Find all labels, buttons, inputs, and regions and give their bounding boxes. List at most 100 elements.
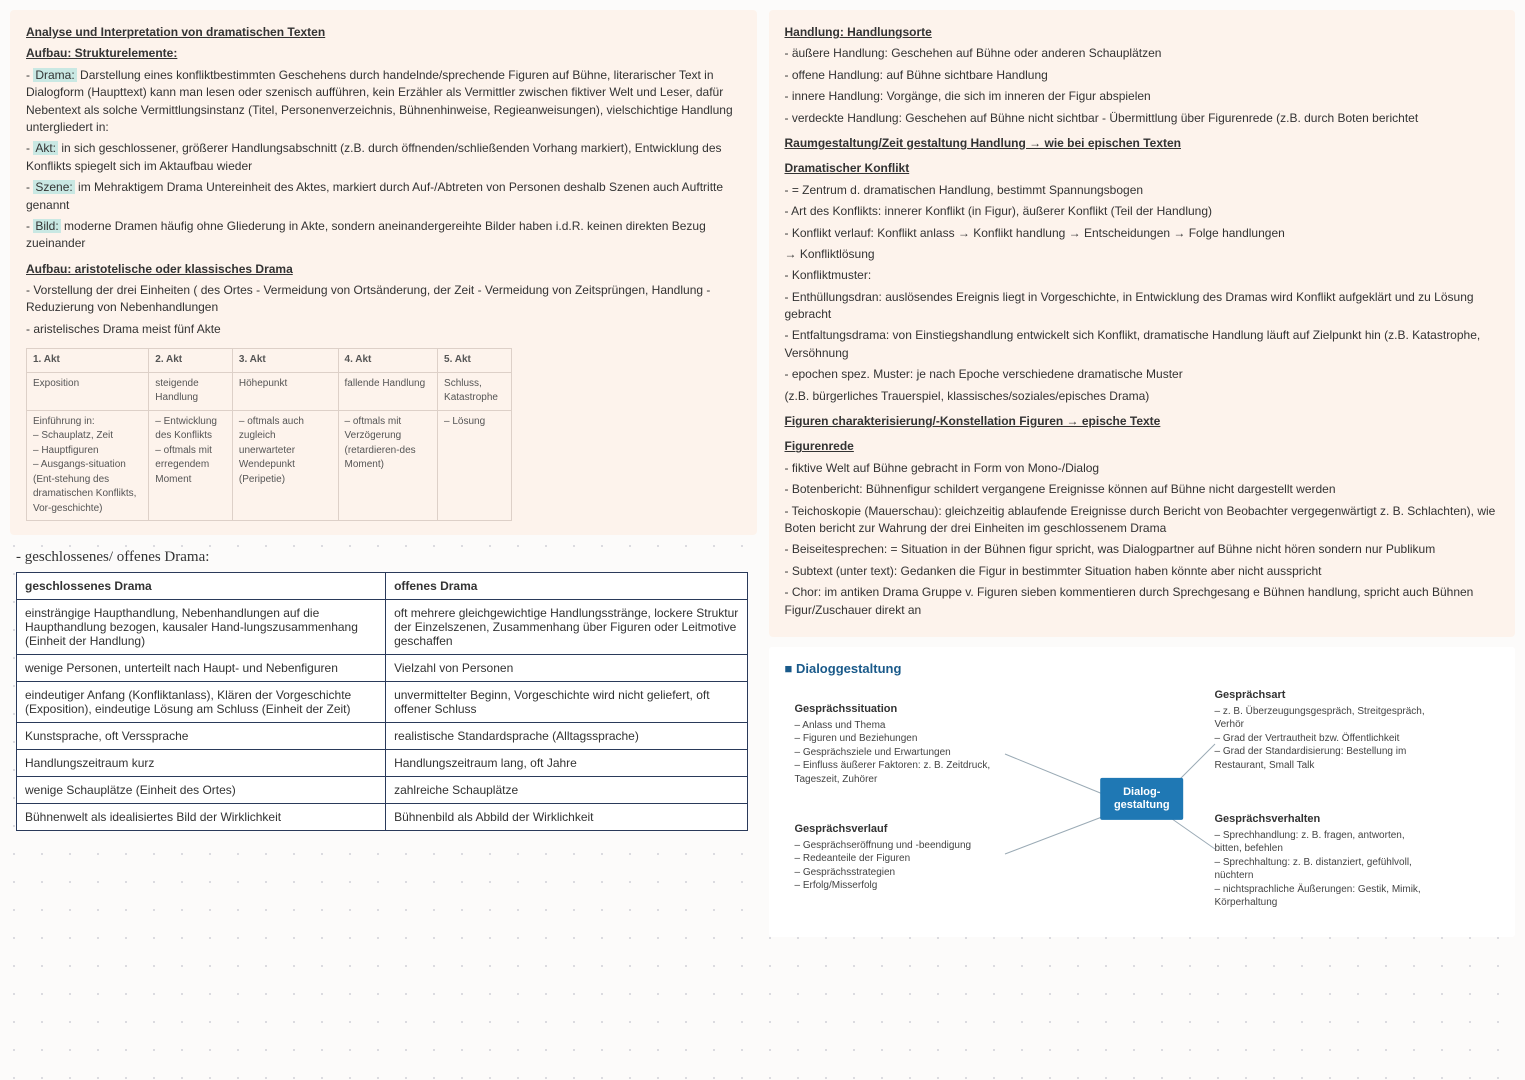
dk-4: → Konfliktlösung — [785, 246, 1500, 263]
box-br-title: Gesprächsverhalten — [1215, 812, 1435, 827]
dk-5: - Konfliktmuster: — [785, 267, 1500, 284]
dk-7: - Entfaltungsdrama: von Einstiegshandlun… — [785, 327, 1500, 362]
center-node: Dialog- gestaltung — [1100, 778, 1184, 820]
text-szene: im Mehraktigem Drama Untereinheit des Ak… — [26, 180, 723, 211]
akt-r3c5: – Lösung — [438, 410, 512, 521]
box-gespraechsverlauf: Gesprächsverlauf Gesprächseröffnung und … — [795, 822, 1015, 893]
title-figuren: Figuren charakterisierung/-Konstellation… — [785, 413, 1500, 430]
dk-3: - Konflikt verlauf: Konflikt anlass → Ko… — [785, 225, 1500, 242]
akt-h3: 3. Akt — [232, 349, 338, 373]
box-gespraechsverhalten: Gesprächsverhalten Sprechhandlung: z. B.… — [1215, 812, 1435, 910]
go-r2c1: unvermittelter Beginn, Vorgeschichte wir… — [386, 682, 748, 723]
box-br-list: Sprechhandlung: z. B. fragen, antworten,… — [1215, 829, 1435, 910]
go-r0c0: einsträngige Haupthandlung, Nebenhandlun… — [17, 600, 386, 655]
br-0: Sprechhandlung: z. B. fragen, antworten,… — [1215, 829, 1435, 856]
title-raum: Raumgestaltung/Zeit gestaltung Handlung … — [785, 135, 1500, 152]
go-r1c1: Vielzahl von Personen — [386, 655, 748, 682]
card-handlung: Handlung: Handlungsorte - äußere Handlun… — [769, 10, 1516, 637]
para-bild: - Bild: moderne Dramen häufig ohne Glied… — [26, 218, 741, 253]
diagram-grid: Gesprächssituation Anlass und Thema Figu… — [785, 684, 1500, 914]
go-r4c1: Handlungszeitraum lang, oft Jahre — [386, 750, 748, 777]
text-bild: moderne Dramen häufig ohne Gliederung in… — [26, 219, 706, 250]
akt-r3c3: – oftmals auch zugleich unerwarteter Wen… — [232, 410, 338, 521]
go-r3c1: realistische Standardsprache (Alltagsspr… — [386, 723, 748, 750]
bl-2: Gesprächsstrategien — [795, 866, 1015, 880]
tr-2: Grad der Standardisierung: Bestellung im… — [1215, 745, 1435, 772]
fr-3: - Teichoskopie (Mauerschau): gleichzeiti… — [785, 503, 1500, 538]
akt-h1: 1. Akt — [27, 349, 149, 373]
tl-1: Figuren und Beziehungen — [795, 732, 1015, 746]
h-line3: - innere Handlung: Vorgänge, die sich im… — [785, 88, 1500, 105]
diagram-title: Dialoggestaltung — [785, 661, 1500, 676]
dialoggestaltung-diagram: Dialoggestaltung Gesprächssituation Anla… — [769, 647, 1516, 937]
go-r5c1: zahlreiche Schauplätze — [386, 777, 748, 804]
right-column: Handlung: Handlungsorte - äußere Handlun… — [769, 10, 1516, 1070]
br-1: Sprechhaltung: z. B. distanziert, gefühl… — [1215, 856, 1435, 883]
go-r1c0: wenige Personen, unterteilt nach Haupt- … — [17, 655, 386, 682]
box-tr-title: Gesprächsart — [1215, 688, 1435, 703]
dk-6: - Enthüllungsdran: auslösendes Ereignis … — [785, 289, 1500, 324]
akt-r2c3: Höhepunkt — [232, 372, 338, 410]
tl-0: Anlass und Thema — [795, 719, 1015, 733]
title-aristo: Aufbau: aristotelische oder klassisches … — [26, 261, 741, 278]
go-r6c0: Bühnenwelt als idealisiertes Bild der Wi… — [17, 804, 386, 831]
box-gespraechsart: Gesprächsart z. B. Überzeugungsgespräch,… — [1215, 688, 1435, 772]
go-section: - geschlossenes/ offenes Drama: geschlos… — [10, 545, 757, 831]
go-r4c0: Handlungszeitraum kurz — [17, 750, 386, 777]
bl-1: Redeanteile der Figuren — [795, 852, 1015, 866]
box-gespraechssituation: Gesprächssituation Anlass und Thema Figu… — [795, 702, 1015, 786]
akt-r2c1: Exposition — [27, 372, 149, 410]
go-r2c0: eindeutiger Anfang (Konfliktanlass), Klä… — [17, 682, 386, 723]
h-line1: - äußere Handlung: Geschehen auf Bühne o… — [785, 45, 1500, 62]
fr-2: - Botenbericht: Bühnenfigur schildert ve… — [785, 481, 1500, 498]
tl-2: Gesprächsziele und Erwartungen — [795, 746, 1015, 760]
tr-1: Grad der Vertrautheit bzw. Öffentlichkei… — [1215, 732, 1435, 746]
hl-akt: Akt: — [33, 141, 58, 155]
go-col2: offenes Drama — [386, 573, 748, 600]
box-bl-title: Gesprächsverlauf — [795, 822, 1015, 837]
fr-5: - Subtext (unter text): Gedanken die Fig… — [785, 563, 1500, 580]
left-column: Analyse und Interpretation von dramatisc… — [10, 10, 757, 1070]
title-figurenrede: Figurenrede — [785, 438, 1500, 455]
akt-r2c4: fallende Handlung — [338, 372, 438, 410]
text-akt: in sich geschlossener, größerer Handlung… — [26, 141, 722, 172]
title-dk: Dramatischer Konflikt — [785, 160, 1500, 177]
box-tr-list: z. B. Überzeugungsgespräch, Streitgesprä… — [1215, 705, 1435, 773]
para-aristo-2: - aristelisches Drama meist fünf Akte — [26, 321, 741, 338]
title-handlung: Handlung: Handlungsorte — [785, 24, 1500, 41]
h-line4: - verdeckte Handlung: Geschehen auf Bühn… — [785, 110, 1500, 127]
dk-9: (z.B. bürgerliches Trauerspiel, klassisc… — [785, 388, 1500, 405]
subtitle-aufbau: Aufbau: Strukturelemente: — [26, 45, 741, 62]
hl-szene: Szene: — [33, 180, 74, 194]
akt-h4: 4. Akt — [338, 349, 438, 373]
go-col1: geschlossenes Drama — [17, 573, 386, 600]
box-tl-list: Anlass und Thema Figuren und Beziehungen… — [795, 719, 1015, 787]
akt-r2c2: steigende Handlung — [149, 372, 233, 410]
akt-r2c5: Schluss, Katastrophe — [438, 372, 512, 410]
dk-1: - = Zentrum d. dramatischen Handlung, be… — [785, 182, 1500, 199]
akt-r3c4: – oftmals mit Verzögerung (retardieren-d… — [338, 410, 438, 521]
hl-drama: Drama: — [33, 68, 76, 82]
tr-0: z. B. Überzeugungsgespräch, Streitgesprä… — [1215, 705, 1435, 732]
dk-8: - epochen spez. Muster: je nach Epoche v… — [785, 366, 1500, 383]
card-strukturelemente: Analyse und Interpretation von dramatisc… — [10, 10, 757, 535]
title-analysis: Analyse und Interpretation von dramatisc… — [26, 24, 741, 41]
go-r3c0: Kunstsprache, oft Verssprache — [17, 723, 386, 750]
para-akt: - Akt: in sich geschlossener, größerer H… — [26, 140, 741, 175]
dk-2: - Art des Konflikts: innerer Konflikt (i… — [785, 203, 1500, 220]
fr-6: - Chor: im antiken Drama Gruppe v. Figur… — [785, 584, 1500, 619]
go-heading: - geschlossenes/ offenes Drama: — [16, 549, 757, 566]
box-bl-list: Gesprächseröffnung und -beendigung Redea… — [795, 839, 1015, 893]
go-r5c0: wenige Schauplätze (Einheit des Ortes) — [17, 777, 386, 804]
akt-r3c2: – Entwicklung des Konflikts – oftmals mi… — [149, 410, 233, 521]
fr-4: - Beiseitesprechen: = Situation in der B… — [785, 541, 1500, 558]
para-szene: - Szene: im Mehraktigem Drama Untereinhe… — [26, 179, 741, 214]
go-r6c1: Bühnenbild als Abbild der Wirklichkeit — [386, 804, 748, 831]
text-drama: Darstellung eines konfliktbestimmten Ges… — [26, 68, 733, 134]
bl-3: Erfolg/Misserfolg — [795, 879, 1015, 893]
bl-0: Gesprächseröffnung und -beendigung — [795, 839, 1015, 853]
hl-bild: Bild: — [33, 219, 60, 233]
tl-3: Einfluss äußerer Faktoren: z. B. Zeitdru… — [795, 759, 1015, 786]
akt-h2: 2. Akt — [149, 349, 233, 373]
fr-1: - fiktive Welt auf Bühne gebracht in For… — [785, 460, 1500, 477]
